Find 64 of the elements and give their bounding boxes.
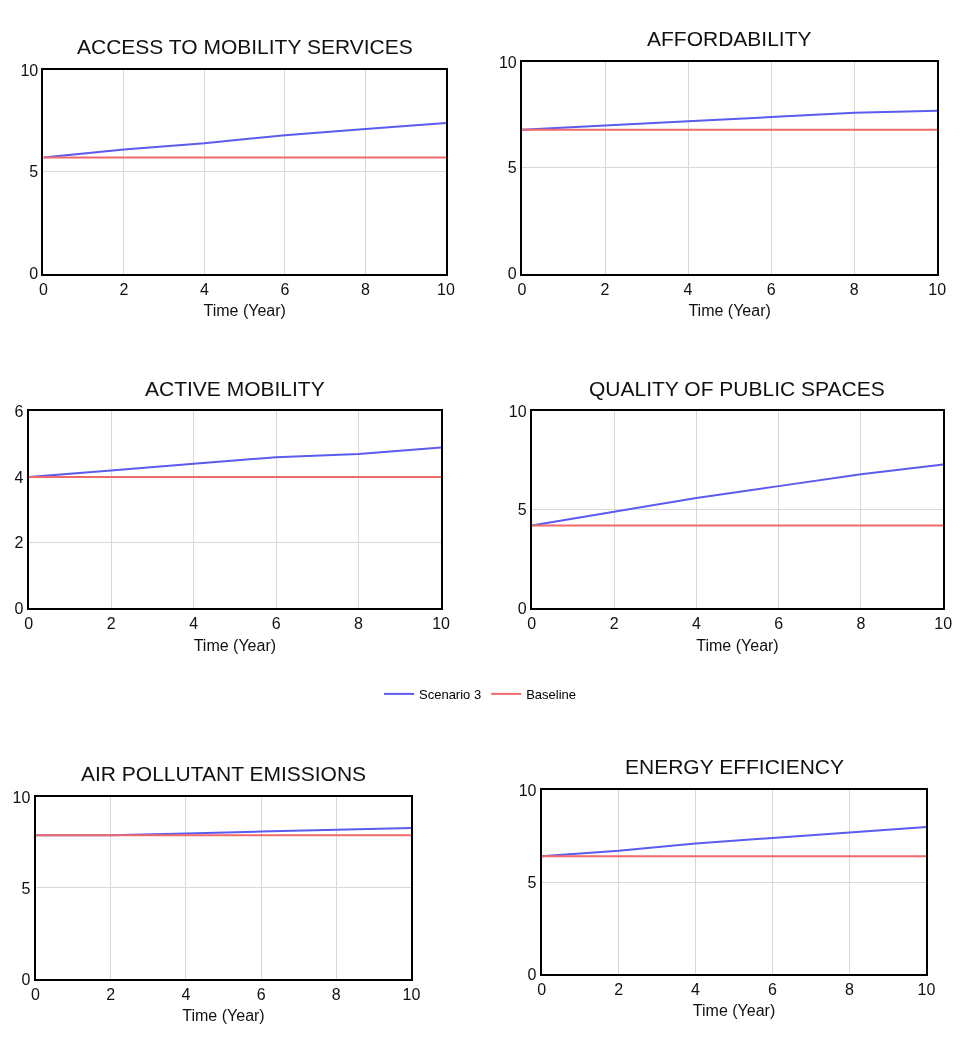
y-tick-label: 10 [20, 61, 39, 79]
x-tick-label: 10 [432, 615, 451, 633]
x-tick-label: 4 [691, 615, 701, 633]
x-tick-label: 2 [106, 615, 116, 633]
y-tick-label: 10 [498, 53, 517, 71]
y-tick-label: 5 [507, 159, 517, 177]
x-axis-title: Time (Year) [193, 636, 277, 654]
chart-title: ACCESS TO MOBILITY SERVICES [77, 35, 413, 58]
x-tick-label: 8 [845, 981, 855, 999]
x-tick-label: 2 [614, 981, 624, 999]
x-tick-label: 4 [683, 280, 693, 298]
y-tick-label: 5 [527, 873, 537, 891]
y-tick-label: 0 [21, 970, 31, 988]
y-tick-label: 0 [517, 599, 527, 617]
x-tick-label: 6 [271, 615, 281, 633]
chart-title: ACTIVE MOBILITY [145, 377, 325, 400]
legend-label: Baseline [526, 686, 577, 702]
legend-label: Scenario 3 [419, 686, 482, 702]
chart-title: AIR POLLUTANT EMISSIONS [81, 762, 367, 785]
y-tick-label: 4 [14, 468, 24, 486]
x-axis-title: Time (Year) [182, 1007, 265, 1025]
x-tick-label: 4 [181, 986, 191, 1004]
x-tick-label: 6 [256, 986, 266, 1004]
x-tick-label: 6 [280, 280, 290, 298]
x-tick-label: 8 [849, 280, 859, 298]
y-tick-label: 0 [527, 965, 537, 983]
x-tick-label: 6 [766, 280, 776, 298]
x-tick-label: 10 [928, 280, 947, 298]
x-tick-label: 4 [200, 280, 210, 298]
x-tick-label: 10 [917, 981, 936, 999]
y-tick-label: 0 [507, 265, 517, 283]
x-tick-label: 4 [691, 981, 701, 999]
chart-title: QUALITY OF PUBLIC SPACES [589, 377, 885, 400]
y-tick-label: 0 [14, 599, 24, 617]
x-tick-label: 10 [437, 280, 455, 298]
x-axis-title: Time (Year) [696, 636, 779, 654]
x-tick-label: 8 [354, 615, 364, 633]
y-tick-label: 10 [518, 781, 537, 799]
x-tick-label: 10 [402, 986, 421, 1004]
x-tick-label: 10 [934, 615, 953, 633]
y-tick-label: 5 [21, 879, 31, 897]
x-tick-label: 8 [331, 986, 341, 1004]
x-tick-label: 6 [768, 981, 778, 999]
y-tick-label: 2 [14, 534, 24, 552]
y-tick-label: 6 [14, 402, 24, 420]
x-axis-title: Time (Year) [692, 1002, 776, 1020]
line-series [43, 121, 446, 159]
x-tick-label: 2 [600, 280, 610, 298]
x-tick-label: 6 [774, 615, 784, 633]
x-tick-label: 2 [106, 986, 116, 1004]
chart-title: AFFORDABILITY [647, 27, 812, 50]
y-tick-label: 10 [508, 402, 527, 420]
x-tick-label: 4 [189, 615, 199, 633]
chart-title: ENERGY EFFICIENCY [625, 755, 844, 778]
x-tick-label: 2 [119, 280, 129, 298]
y-tick-label: 0 [29, 265, 39, 283]
y-tick-label: 5 [517, 501, 527, 519]
y-tick-label: 10 [12, 788, 31, 806]
x-axis-title: Time (Year) [203, 302, 286, 320]
x-tick-label: 8 [361, 280, 371, 298]
y-tick-label: 5 [29, 163, 39, 181]
x-axis-title: Time (Year) [688, 302, 771, 320]
x-tick-label: 2 [609, 615, 619, 633]
x-tick-label: 8 [856, 615, 866, 633]
